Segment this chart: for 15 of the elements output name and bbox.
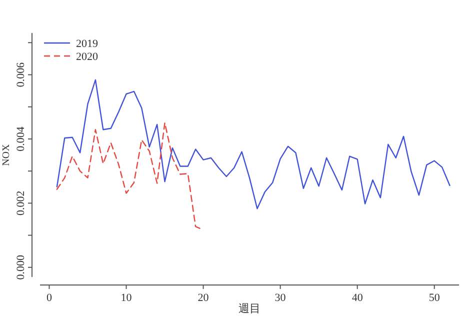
x-tick-label: 0 [46,292,52,304]
y-tick-label: 0.002 [15,190,27,216]
y-tick-label: 0.000 [15,254,27,280]
line-series [56,79,450,210]
legend-label: 2019 [76,38,98,50]
x-tick-label: 40 [352,292,364,304]
x-tick-label: 30 [274,292,286,304]
x-tick-label: 20 [198,292,210,304]
y-axis-title: NOX [1,143,12,166]
y-tick-label: 0.004 [15,126,27,152]
x-tick-label: 50 [428,292,440,304]
legend-label: 2020 [76,51,98,63]
x-tick-label: 10 [120,292,132,304]
x-axis-title: 週目 [238,303,260,315]
y-tick-label: 0.006 [15,62,27,88]
